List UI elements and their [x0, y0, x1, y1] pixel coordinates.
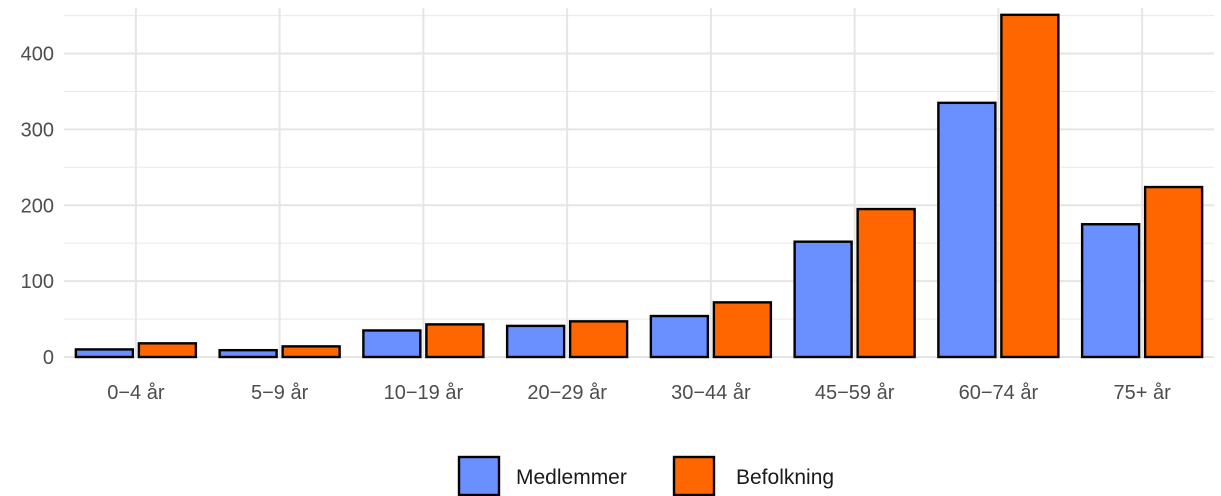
bars [74, 13, 1204, 359]
y-tick-label: 200 [21, 195, 54, 217]
legend-label-befolkning: Befolkning [736, 466, 834, 489]
x-axis: 0−4 år 5−9 år 10−19 år 20−29 år 30−44 år 45−5… [107, 382, 1171, 404]
x-tick-label: 20−29 år [527, 382, 607, 404]
bar-medlemmer [793, 240, 853, 359]
legend-label-medlemmer: Medlemmer [516, 466, 627, 489]
bar-medlemmer [649, 314, 710, 359]
bar-befolkning [856, 207, 916, 359]
bar-medlemmer [218, 348, 278, 359]
y-tick-label: 300 [21, 119, 54, 141]
x-tick-label: 60−74 år [959, 382, 1039, 404]
bar-befolkning [1000, 13, 1060, 359]
legend-key-medlemmer [457, 455, 501, 496]
bar-medlemmer [937, 101, 997, 359]
x-tick-label: 5−9 år [251, 382, 309, 404]
y-axis: 0 100 200 300 400 [21, 44, 54, 369]
bar-befolkning [1143, 185, 1204, 359]
legend: Medlemmer Befolkning [457, 455, 834, 496]
y-tick-label: 0 [43, 347, 54, 369]
legend-key-befolkning [672, 455, 716, 496]
bar-befolkning [425, 323, 485, 359]
bar-befolkning [712, 301, 773, 359]
x-tick-label: 10−19 år [384, 382, 464, 404]
bar-medlemmer [1080, 223, 1141, 359]
y-tick-label: 400 [21, 44, 54, 66]
y-tick-label: 100 [21, 271, 54, 293]
x-tick-label: 45−59 år [815, 382, 895, 404]
x-tick-label: 0−4 år [107, 382, 165, 404]
bar-befolkning [281, 345, 341, 359]
bar-befolkning [137, 342, 198, 359]
bar-befolkning [568, 320, 629, 359]
bar-medlemmer [362, 329, 422, 359]
bar-medlemmer [505, 324, 566, 359]
x-tick-label: 75+ år [1113, 382, 1171, 404]
x-tick-label: 30−44 år [671, 382, 751, 404]
bar-medlemmer [74, 348, 135, 359]
